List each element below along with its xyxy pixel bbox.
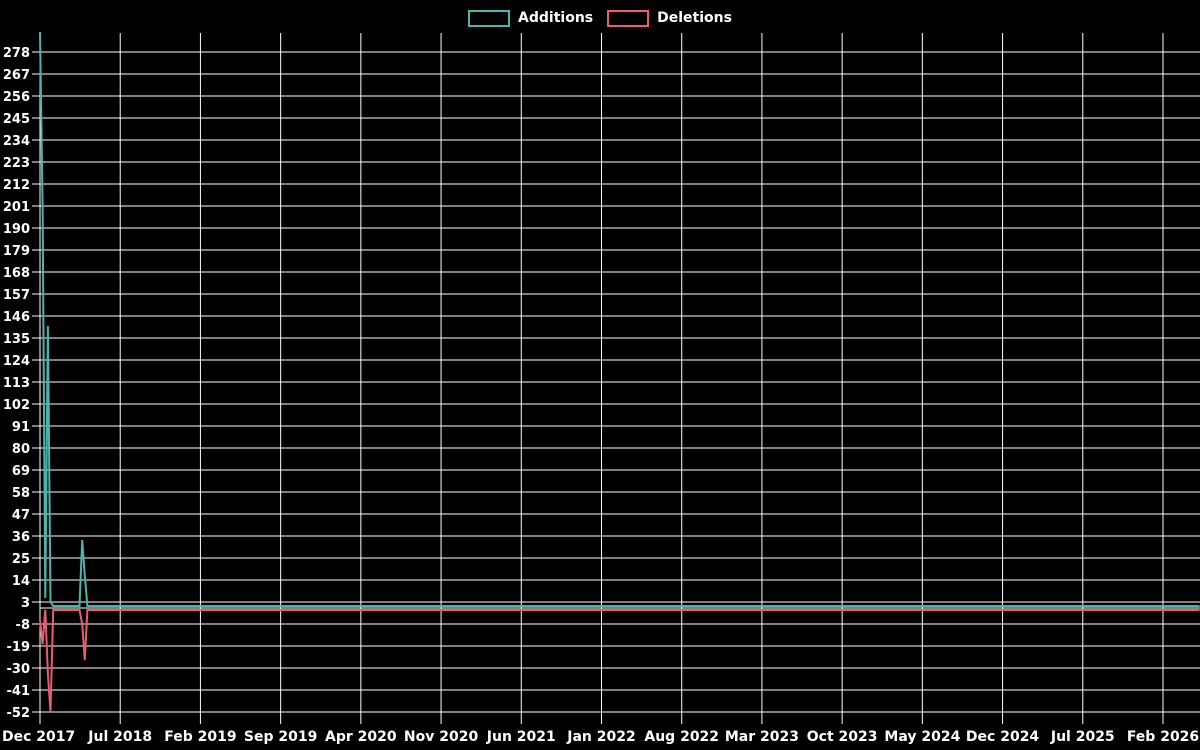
x-axis-tick-label: Jun 2021 — [486, 729, 556, 745]
x-axis-tick-label: Apr 2020 — [325, 729, 397, 745]
x-axis-tick-label: Jan 2022 — [566, 729, 635, 745]
y-axis-tick-label: 223 — [3, 156, 30, 171]
x-axis-tick-label: Dec 2024 — [966, 729, 1040, 745]
y-axis-tick-label: 146 — [3, 310, 30, 325]
series-additions-line — [39, 31, 1200, 607]
y-axis-tick-label: -41 — [7, 684, 31, 699]
x-axis-tick-label: Mar 2023 — [725, 729, 799, 745]
y-axis-tick-label: 3 — [21, 596, 30, 611]
additions-swatch-icon — [468, 9, 511, 27]
y-axis-tick-label: 256 — [3, 90, 30, 105]
y-axis-tick-label: 58 — [12, 486, 30, 501]
x-axis-tick-label: Aug 2022 — [644, 729, 719, 745]
y-axis-tick-label: 245 — [3, 112, 30, 127]
x-axis-tick-label: Oct 2023 — [807, 729, 878, 745]
y-axis-tick-label: 14 — [12, 574, 30, 589]
y-axis-tick-label: 135 — [3, 332, 30, 347]
y-axis-tick-label: -19 — [7, 640, 31, 655]
y-axis-tick-label: 212 — [3, 178, 30, 193]
y-axis-tick-label: 69 — [12, 464, 30, 479]
x-axis-tick-label: May 2024 — [884, 729, 960, 745]
y-axis-tick-label: 278 — [3, 46, 30, 61]
chart-legend: Additions Deletions — [0, 6, 1200, 30]
x-axis-tick-label: Sep 2019 — [244, 729, 317, 745]
x-axis-tick-label: Jul 2018 — [87, 729, 152, 745]
legend-label-deletions: Deletions — [657, 10, 732, 26]
x-axis-tick-label: Nov 2020 — [404, 729, 479, 745]
deletions-swatch-icon — [607, 9, 650, 27]
y-axis-tick-label: 179 — [3, 244, 30, 259]
y-axis-tick-label: -52 — [7, 706, 31, 721]
y-axis-tick-label: 157 — [3, 288, 30, 303]
x-axis-tick-label: Feb 2026 — [1127, 729, 1199, 745]
y-axis-tick-label: 124 — [3, 354, 30, 369]
legend-label-additions: Additions — [518, 10, 594, 26]
y-axis-tick-label: 267 — [3, 68, 30, 83]
y-axis-tick-label: 201 — [3, 200, 30, 215]
legend-item-additions[interactable]: Additions — [468, 9, 594, 27]
y-axis-tick-label: -30 — [7, 662, 31, 677]
y-axis-tick-label: 25 — [12, 552, 30, 567]
y-axis-tick-label: 102 — [3, 398, 30, 413]
series-deletions-line — [39, 609, 1200, 713]
y-axis-tick-label: 80 — [12, 442, 30, 457]
x-axis-tick-label: Feb 2019 — [164, 729, 236, 745]
y-axis-tick-label: 113 — [3, 376, 30, 391]
y-axis-tick-label: 190 — [3, 222, 30, 237]
legend-item-deletions[interactable]: Deletions — [607, 9, 732, 27]
y-axis-tick-label: 168 — [3, 266, 30, 281]
x-axis-tick-label: Jul 2025 — [1050, 729, 1115, 745]
y-axis-tick-label: 91 — [12, 420, 30, 435]
y-axis-tick-label: -8 — [16, 618, 30, 633]
y-axis-tick-label: 234 — [3, 134, 30, 149]
y-axis-tick-label: 36 — [12, 530, 30, 545]
x-axis-tick-label: Dec 2017 — [2, 729, 75, 745]
y-axis-tick-label: 47 — [12, 508, 30, 523]
